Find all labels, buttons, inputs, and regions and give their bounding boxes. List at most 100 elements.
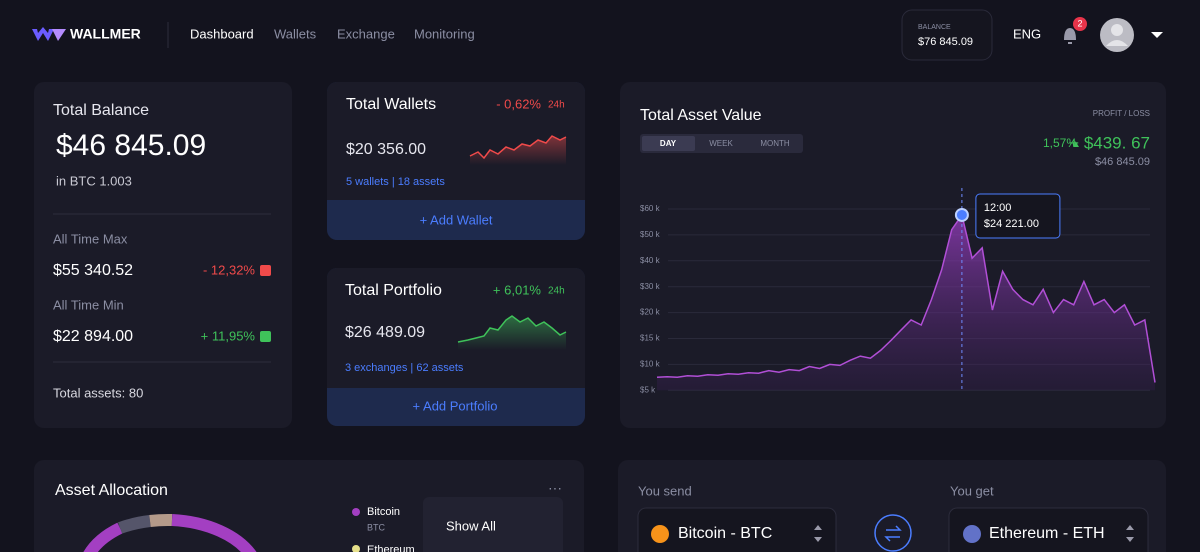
nav-link[interactable]: Monitoring xyxy=(414,26,475,41)
tab[interactable]: DAY xyxy=(660,139,677,148)
y-tick-label: $5 k xyxy=(640,385,656,394)
link[interactable]: 3 exchanges | 62 assets xyxy=(345,362,464,374)
select-arrows xyxy=(814,525,822,542)
nav: WALLMER Dashboard Wallets Exchange Monit… xyxy=(32,9,1163,61)
tab[interactable]: WEEK xyxy=(709,139,733,148)
sparkline xyxy=(469,135,567,160)
change: + 11,95% xyxy=(201,328,256,343)
select-arrows xyxy=(1126,525,1134,542)
label: You get xyxy=(950,483,994,498)
coin-icon xyxy=(963,525,981,543)
card-title: Total Portfolio xyxy=(345,282,442,299)
nav-link[interactable]: Exchange xyxy=(337,26,395,41)
plot: $60 k $50 k $40 k $30 k $20 k $15 k $10 k $5 k 1… xyxy=(640,188,1156,394)
select-value: Bitcoin - BTC xyxy=(678,525,772,542)
nav-link[interactable]: Dashboard xyxy=(190,26,254,41)
coin-icon xyxy=(651,525,669,543)
card-title: Total Wallets xyxy=(346,96,436,113)
change: 1,57% xyxy=(1043,136,1077,150)
total: $46 845.09 xyxy=(1095,156,1150,168)
value: $55 340.52 xyxy=(53,262,133,279)
y-tick-label: $50 k xyxy=(640,230,661,239)
tab[interactable]: MONTH xyxy=(760,139,790,148)
swap[interactable] xyxy=(874,514,912,552)
balance-box[interactable] xyxy=(901,9,993,61)
y-tick-label: $10 k xyxy=(640,360,661,369)
icon xyxy=(260,331,271,342)
amount: $20 356.00 xyxy=(346,141,426,158)
card-title: Total Asset Value xyxy=(640,107,762,124)
y-tick-label: $15 k xyxy=(640,334,661,343)
link[interactable]: 5 wallets | 18 assets xyxy=(346,176,445,188)
donut xyxy=(117,515,151,534)
nav-link[interactable]: Wallets xyxy=(274,26,317,41)
arrow xyxy=(1073,142,1079,147)
amount: $46 845.09 xyxy=(56,129,206,162)
card-top xyxy=(327,82,585,200)
sparkline xyxy=(457,315,567,343)
card-top xyxy=(327,268,585,388)
logo-icon xyxy=(52,29,66,41)
legend-name: Bitcoin xyxy=(367,506,400,518)
donut xyxy=(149,513,173,527)
profit: + $439. 67 xyxy=(1069,133,1150,152)
avatar-body xyxy=(1106,40,1128,46)
tooltip-time: 12:00 xyxy=(984,202,1012,214)
area xyxy=(657,215,1155,391)
legend-name: Ethereum xyxy=(367,544,415,552)
menu xyxy=(423,497,563,552)
brand: WALLMER xyxy=(70,26,141,42)
bell[interactable] xyxy=(1064,28,1076,44)
profit-label: PROFIT / LOSS xyxy=(1093,109,1150,118)
card xyxy=(34,82,292,428)
label: You send xyxy=(638,483,692,498)
caret[interactable] xyxy=(1151,32,1163,38)
language[interactable]: ENG xyxy=(1013,26,1041,41)
badge xyxy=(1073,17,1087,31)
more[interactable]: ··· xyxy=(548,480,562,496)
amount: $26 489.09 xyxy=(345,324,425,341)
period: 24h xyxy=(548,286,565,297)
y-tick-label: $30 k xyxy=(640,282,661,291)
change: - 12,32% xyxy=(203,262,255,277)
y-tick-label: $60 k xyxy=(640,204,661,213)
select[interactable] xyxy=(637,507,837,552)
tab-active xyxy=(642,136,695,151)
legend-symbol: BTC xyxy=(367,522,386,532)
highlight-point xyxy=(954,207,969,222)
logo-icon xyxy=(32,27,54,41)
period: 24h xyxy=(548,100,565,111)
icon xyxy=(260,265,271,276)
tooltip xyxy=(975,193,1061,239)
button[interactable]: + Add Portfolio xyxy=(413,398,498,413)
tooltip-value: $24 221.00 xyxy=(984,218,1039,230)
swap-icon xyxy=(884,525,902,542)
card-title: Asset Allocation xyxy=(55,482,168,499)
select-value: Ethereum - ETH xyxy=(989,525,1105,542)
change: - 0,62% xyxy=(496,96,541,111)
donut xyxy=(83,522,123,552)
value: $22 894.00 xyxy=(53,328,133,345)
select[interactable] xyxy=(948,507,1149,552)
legend-dot xyxy=(352,545,360,552)
y-tick-label: $20 k xyxy=(640,308,661,317)
btc: in BTC 1.003 xyxy=(56,173,132,188)
balance-label: BALANCE xyxy=(918,24,951,31)
change: + 6,01% xyxy=(493,282,542,297)
legend-dot xyxy=(352,508,360,516)
button[interactable]: + Add Wallet xyxy=(420,212,493,227)
balance: $76 845.09 xyxy=(918,36,973,48)
menu-item[interactable]: Show All xyxy=(446,518,496,533)
avatar-head xyxy=(1111,24,1123,36)
label: All Time Min xyxy=(53,297,124,312)
badge-count: 2 xyxy=(1077,18,1082,28)
sparkline-area xyxy=(470,136,566,165)
line xyxy=(656,213,1156,383)
donut xyxy=(171,514,257,552)
y-tick-label: $40 k xyxy=(640,256,661,265)
card-title: Total Balance xyxy=(53,102,149,119)
assets: Total assets: 80 xyxy=(53,385,143,400)
label: All Time Max xyxy=(53,231,128,246)
